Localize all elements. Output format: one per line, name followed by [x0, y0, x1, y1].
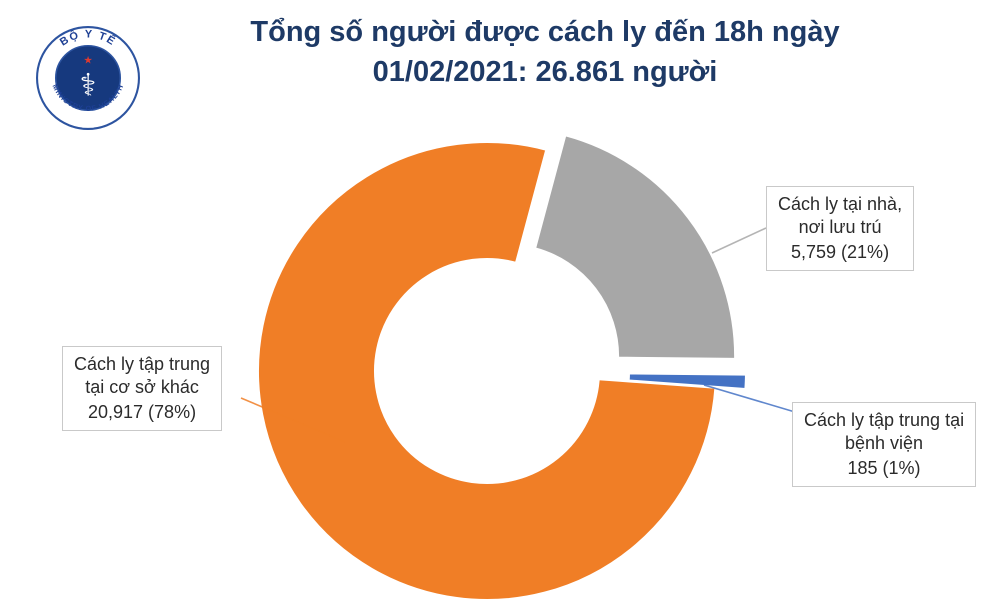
callout-home-value: 5,759 (21%): [791, 241, 890, 262]
callout-home-quarantine: Cách ly tại nhà, nơi lưu trú 5,759 (21%): [766, 186, 915, 272]
page-title: Tổng số người được cách ly đến 18h ngày …: [95, 12, 995, 92]
callout-other-facility: Cách ly tập trung tại cơ sở khác 20,917 …: [62, 346, 223, 432]
callout-other-value: 20,917 (78%): [88, 401, 197, 422]
leader-line-other-facility-quarantine: [240, 397, 346, 443]
callout-home-line1: Cách ly tại nhà,: [778, 194, 903, 214]
logo-inner-disc: [54, 44, 122, 112]
callout-home-line2: nơi lưu trú: [798, 217, 882, 238]
callout-hospital-line1: Cách ly tập trung tại: [804, 410, 965, 430]
callout-hospital: Cách ly tập trung tại bệnh viện 185 (1%): [792, 402, 977, 488]
title-line-1: Tổng số người được cách ly đến 18h ngày: [250, 16, 840, 48]
caduceus-icon: ⚕: [80, 68, 97, 103]
leader-line-home-quarantine: [711, 227, 767, 254]
ministry-of-health-logo: BỘ Y TẾ MINISTRY OF HEALTH ★ ⚕: [36, 26, 140, 130]
leader-line-hospital-quarantine: [703, 384, 796, 413]
pie-slice-home-quarantine: [533, 134, 737, 360]
title-line-2: 01/02/2021: 26.861 người: [372, 56, 718, 89]
logo-star-icon: ★: [83, 55, 92, 66]
callout-hospital-value: 185 (1%): [847, 457, 921, 478]
callout-hospital-line2: bệnh viện: [845, 433, 924, 454]
callout-other-line1: Cách ly tập trung: [74, 354, 211, 374]
pie-slice-other-facility-quarantine: [257, 141, 717, 601]
callout-other-line2: tại cơ sở khác: [85, 377, 199, 398]
